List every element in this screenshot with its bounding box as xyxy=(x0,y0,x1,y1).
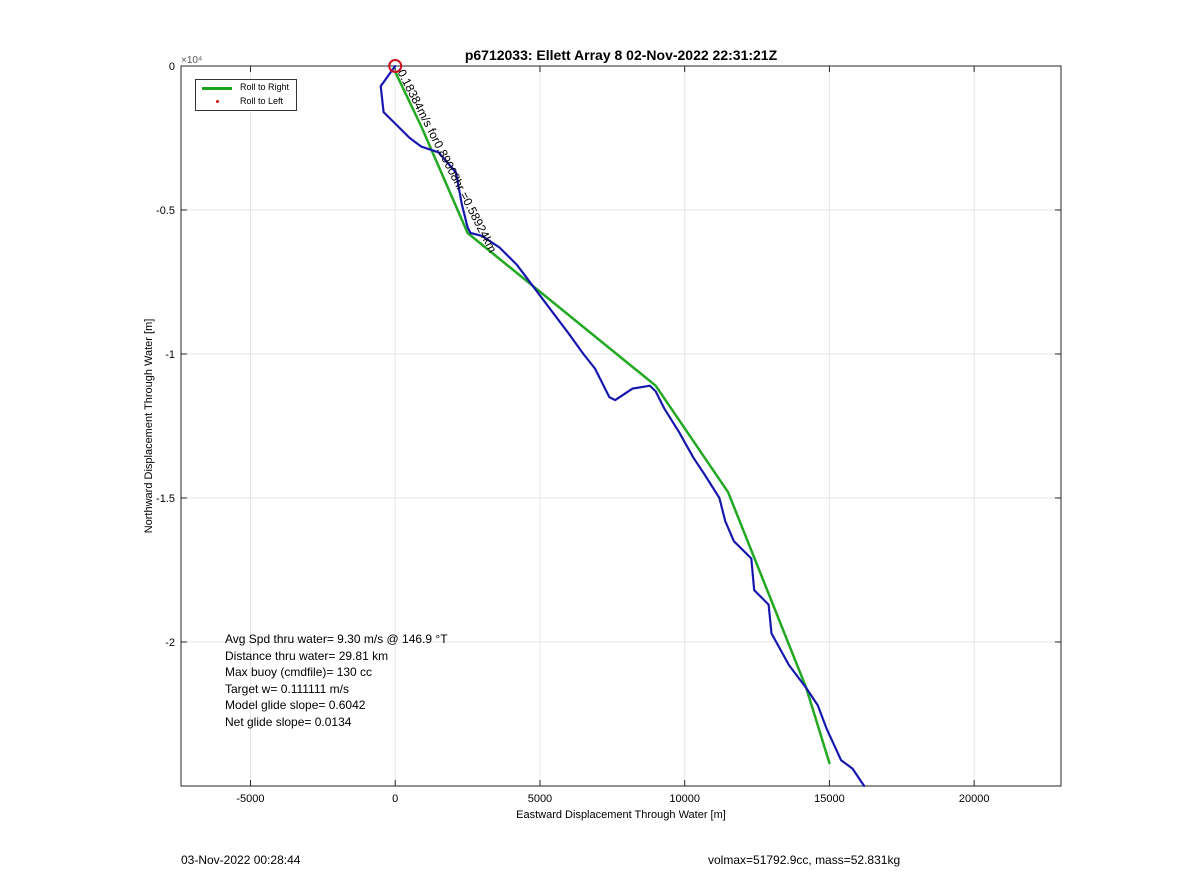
legend: Roll to Right Roll to Left xyxy=(195,79,297,111)
x-axis: -5000 0 5000 10000 15000 20000 xyxy=(236,66,989,805)
stats-block: Avg Spd thru water= 9.30 m/s @ 146.9 °T … xyxy=(225,631,448,730)
x-axis-label: Eastward Displacement Through Water [m] xyxy=(516,809,726,821)
y-axis-label: Northward Displacement Through Water [m] xyxy=(143,319,155,534)
stat-net-glide: Net glide slope= 0.0134 xyxy=(225,714,352,729)
stat-max-buoy: Max buoy (cmdfile)= 130 cc xyxy=(225,665,373,679)
series-group: 0.18384m/s for0.89008hr =0.58924km xyxy=(379,59,866,788)
legend-label: Roll to Right xyxy=(240,82,290,92)
legend-swatch-red-dot xyxy=(216,100,219,103)
legend-entry-roll-right: Roll to Right xyxy=(196,81,296,95)
legend-label: Roll to Left xyxy=(240,96,284,106)
stat-distance: Distance thru water= 29.81 km xyxy=(225,648,389,663)
legend-swatch-green xyxy=(202,87,232,90)
track-annotation: 0.18384m/s for0.89008hr =0.58924km xyxy=(395,67,500,255)
series-line-actual-track-core xyxy=(380,65,865,787)
x-tick-label: 10000 xyxy=(669,793,700,805)
stat-avg-speed: Avg Spd thru water= 9.30 m/s @ 146.9 °T xyxy=(225,632,448,646)
plot-area-frame xyxy=(180,65,1062,787)
x-tick-label: -5000 xyxy=(236,793,264,805)
y-axis-exponent: ×10⁴ xyxy=(181,55,202,66)
x-tick-label: 0 xyxy=(392,793,398,805)
y-tick-label: -0.5 xyxy=(156,205,175,217)
footer-volmax-mass: volmax=51792.9cc, mass=52.831kg xyxy=(708,853,901,867)
x-tick-label: 20000 xyxy=(959,793,990,805)
x-tick-label: 15000 xyxy=(814,793,845,805)
start-marker xyxy=(388,59,403,73)
stat-target-w: Target w= 0.111111 m/s xyxy=(225,681,349,696)
legend-entry-roll-left: Roll to Left xyxy=(196,95,296,109)
y-tick-label: 0 xyxy=(169,61,175,73)
footer-timestamp: 03-Nov-2022 00:28:44 xyxy=(181,853,301,867)
y-tick-label: -2 xyxy=(165,637,175,649)
chart-title: p6712033: Ellett Array 8 02-Nov-2022 22:… xyxy=(465,47,778,63)
stat-model-glide: Model glide slope= 0.6042 xyxy=(225,698,366,712)
x-tick-label: 5000 xyxy=(528,793,552,805)
y-tick-label: -1 xyxy=(165,349,175,361)
y-tick-label: -1.5 xyxy=(156,493,175,505)
y-axis: 0 -0.5 -1 -1.5 -2 xyxy=(156,61,1061,649)
